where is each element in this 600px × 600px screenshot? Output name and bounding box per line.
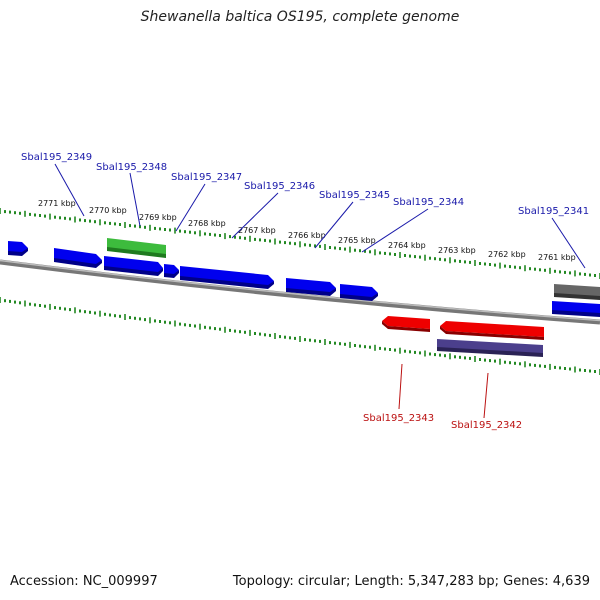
gene-label[interactable]: Sbal195_2348 <box>96 162 167 173</box>
kbp-label: 2770 kbp <box>89 206 127 215</box>
reverse-gene-labels: Sbal195_2343 Sbal195_2342 <box>363 413 522 431</box>
gene-arrow-rna[interactable] <box>437 339 543 357</box>
gene-arrow[interactable] <box>340 284 378 301</box>
gene-arrow-reverse[interactable] <box>440 321 544 340</box>
reverse-genes <box>382 316 544 357</box>
accession-text: Accession: NC_009997 <box>10 574 158 589</box>
genome-backbone-highlight <box>0 259 600 322</box>
forward-genes <box>8 238 600 317</box>
gene-label[interactable]: Sbal195_2343 <box>363 413 434 424</box>
gene-arrow[interactable] <box>286 278 336 296</box>
kbp-label: 2769 kbp <box>139 213 177 222</box>
gene-arrow-reverse[interactable] <box>382 316 430 332</box>
forward-leader-lines <box>54 163 586 269</box>
genome-backbone <box>0 259 600 325</box>
kbp-label: 2764 kbp <box>388 241 426 250</box>
gene-arrow[interactable] <box>164 264 179 278</box>
gene-arrow-highlight[interactable] <box>107 238 166 258</box>
kbp-label: 2763 kbp <box>438 246 476 255</box>
gene-label[interactable]: Sbal195_2342 <box>451 420 522 431</box>
gene-arrow[interactable] <box>54 248 102 268</box>
inner-tick-ring <box>0 297 600 375</box>
kbp-label: 2765 kbp <box>338 236 376 245</box>
kbp-label: 2767 kbp <box>238 226 276 235</box>
gene-arrow-other[interactable] <box>554 284 600 300</box>
kbp-labels: 2771 kbp 2770 kbp 2769 kbp 2768 kbp 2767… <box>38 199 576 262</box>
gene-label[interactable]: Sbal195_2349 <box>21 152 92 163</box>
kbp-label: 2766 kbp <box>288 231 326 240</box>
map-title: Shewanella baltica OS195, complete genom… <box>140 9 460 25</box>
reverse-leader-lines <box>398 363 489 419</box>
kbp-label: 2771 kbp <box>38 199 76 208</box>
gene-label[interactable]: Sbal195_2341 <box>518 206 589 217</box>
gene-arrow[interactable] <box>552 301 600 317</box>
gene-arrow[interactable] <box>8 241 28 256</box>
outer-tick-ring <box>0 208 600 279</box>
forward-gene-labels: Sbal195_2349 Sbal195_2348 Sbal195_2347 S… <box>21 152 589 217</box>
genome-summary: Topology: circular; Length: 5,347,283 bp… <box>232 574 590 589</box>
gene-arrow[interactable] <box>104 256 163 276</box>
gene-arrow[interactable] <box>180 266 274 289</box>
gene-label[interactable]: Sbal195_2346 <box>244 181 315 192</box>
kbp-label: 2768 kbp <box>188 219 226 228</box>
gene-label[interactable]: Sbal195_2347 <box>171 172 242 183</box>
gene-label[interactable]: Sbal195_2344 <box>393 197 464 208</box>
gene-label[interactable]: Sbal195_2345 <box>319 190 390 201</box>
kbp-label: 2762 kbp <box>488 250 526 259</box>
kbp-label: 2761 kbp <box>538 253 576 262</box>
